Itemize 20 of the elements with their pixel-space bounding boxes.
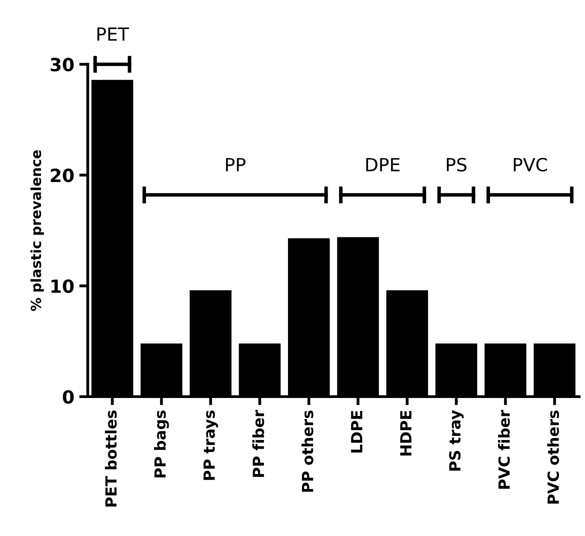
x-tick-label: HDPE	[400, 410, 412, 456]
x-tick-label: PVC others	[547, 410, 560, 504]
annotation: PS	[446, 158, 466, 172]
x-tick-label: PP others	[301, 410, 314, 492]
y-tick-label: 20	[50, 168, 74, 182]
y-tick-label: 0	[62, 390, 74, 404]
annotation: DPE	[366, 158, 400, 172]
annotation: PVC	[514, 158, 547, 172]
y-axis-title: % plastic prevalence	[30, 150, 44, 311]
x-tick-label: PET bottles	[104, 410, 117, 507]
annotation: PP	[226, 158, 246, 172]
x-tick-label: PP fiber	[252, 410, 264, 477]
y-tick-label: 10	[51, 279, 74, 293]
x-tick-label: PP trays	[204, 410, 218, 480]
x-tick-label: PVC fiber	[498, 410, 510, 489]
x-tick-label: PS tray	[449, 410, 464, 471]
x-tick-label: PP bags	[154, 410, 169, 478]
text: PET	[97, 27, 130, 41]
x-tick-label: LDPE	[351, 410, 362, 452]
y-tick-label: 30	[50, 58, 74, 72]
